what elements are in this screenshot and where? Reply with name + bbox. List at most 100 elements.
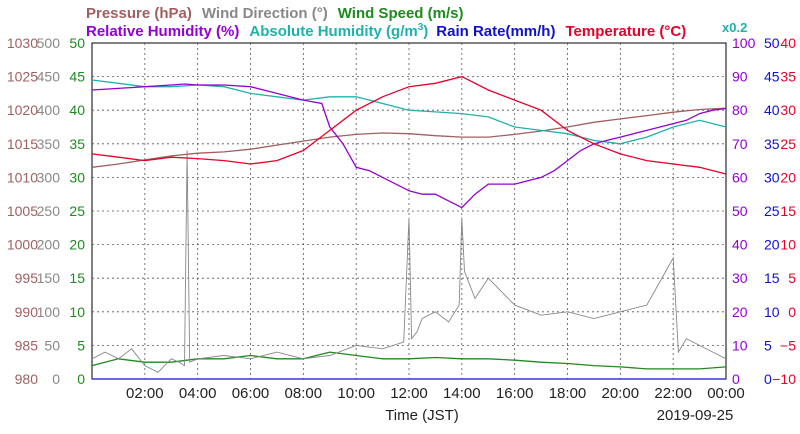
tick-label-temp: 15 (780, 203, 796, 219)
x-tick-label: 20:00 (602, 385, 640, 402)
tick-label-rh: 20 (732, 304, 748, 320)
left-axes: 1030102510201015101010051000995990985980… (7, 35, 85, 387)
right-axes: 1009080706050403020100504540353025201510… (732, 35, 796, 387)
tick-label-rh: 0 (732, 371, 740, 387)
x-tick-label: 02:00 (126, 385, 164, 402)
x-axis: 02:00 04:00 06:00 08:00 10:00 12:00 14:00 16:00… (126, 385, 745, 402)
tick-label-rh: 60 (732, 169, 748, 185)
legend-wind-speed: Wind Speed (m/s) (338, 5, 464, 22)
tick-label-rh: 50 (732, 203, 748, 219)
tick-label-rh: 40 (732, 237, 748, 253)
legend: Pressure (hPa) Wind Direction (°) Wind Spe… (86, 5, 747, 40)
tick-label-wind_dir: 50 (44, 337, 60, 353)
tick-label-wind_speed: 15 (69, 270, 85, 286)
tick-label-pressure: 1000 (7, 237, 38, 253)
tick-label-rain: 10 (764, 304, 780, 320)
tick-label-wind_dir: 500 (37, 35, 61, 51)
tick-label-rain: 15 (764, 270, 780, 286)
tick-label-wind_dir: 300 (37, 169, 61, 185)
tick-label-temp: 5 (788, 270, 796, 286)
legend-pressure: Pressure (hPa) (86, 5, 192, 22)
tick-label-wind_dir: 200 (37, 237, 61, 253)
tick-label-temp: −10 (772, 371, 796, 387)
legend-absolute-humidity-tail: ) (423, 23, 428, 40)
x-tick-label: 06:00 (232, 385, 270, 402)
tick-label-rain: 5 (764, 337, 772, 353)
x-tick-label: 12:00 (390, 385, 428, 402)
tick-label-rain: 0 (764, 371, 772, 387)
x-tick-label: 16:00 (496, 385, 534, 402)
tick-label-wind_dir: 150 (37, 270, 61, 286)
legend-ah-scale: x0.2 (722, 20, 747, 35)
x-tick-label: 04:00 (179, 385, 217, 402)
tick-label-rh: 80 (732, 102, 748, 118)
x-tick-label: 22:00 (654, 385, 692, 402)
series-temp (91, 75, 727, 175)
x-tick-label: 00:00 (707, 385, 745, 402)
tick-label-wind_dir: 350 (37, 136, 61, 152)
tick-label-wind_dir: 100 (37, 304, 61, 320)
legend-relative-humidity: Relative Humidity (%) (86, 23, 239, 40)
tick-label-temp: 40 (780, 35, 796, 51)
tick-label-rain: 25 (764, 203, 780, 219)
legend-temperature: Temperature (°C) (565, 23, 686, 40)
x-tick-label: 18:00 (549, 385, 587, 402)
tick-label-wind_dir: 450 (37, 69, 61, 85)
tick-label-rh: 90 (732, 69, 748, 85)
legend-row-2: Relative Humidity (%) Absolute Humidity (… (86, 22, 686, 40)
tick-label-pressure: 995 (15, 270, 39, 286)
tick-label-wind_dir: 400 (37, 102, 61, 118)
tick-label-wind_speed: 25 (69, 203, 85, 219)
tick-label-pressure: 980 (15, 371, 39, 387)
tick-label-pressure: 1005 (7, 203, 38, 219)
tick-label-wind_speed: 40 (69, 102, 85, 118)
tick-label-temp: 30 (780, 102, 796, 118)
series-pressure (91, 107, 727, 168)
series-wind_dir (91, 150, 727, 373)
tick-label-wind_speed: 0 (77, 371, 85, 387)
tick-label-wind_speed: 20 (69, 237, 85, 253)
tick-label-wind_speed: 50 (69, 35, 85, 51)
tick-label-wind_speed: 5 (77, 337, 85, 353)
tick-label-pressure: 1020 (7, 102, 38, 118)
date-label: 2019-09-25 (657, 407, 734, 424)
tick-label-rh: 70 (732, 136, 748, 152)
tick-label-rain: 50 (764, 35, 780, 51)
grid (92, 43, 726, 379)
tick-label-pressure: 985 (15, 337, 39, 353)
tick-label-pressure: 1015 (7, 136, 38, 152)
tick-label-pressure: 990 (15, 304, 39, 320)
tick-label-rain: 45 (764, 69, 780, 85)
tick-label-pressure: 1010 (7, 169, 38, 185)
tick-label-rain: 40 (764, 102, 780, 118)
tick-label-pressure: 1025 (7, 69, 38, 85)
x-tick-label: 10:00 (337, 385, 375, 402)
tick-label-temp: −5 (780, 337, 796, 353)
tick-label-temp: 35 (780, 69, 796, 85)
tick-label-rh: 10 (732, 337, 748, 353)
tick-label-rh: 100 (732, 35, 756, 51)
tick-label-temp: 0 (788, 304, 796, 320)
tick-label-temp: 10 (780, 237, 796, 253)
legend-wind-direction: Wind Direction (°) (202, 5, 328, 22)
x-tick-label: 08:00 (285, 385, 323, 402)
tick-label-wind_dir: 0 (52, 371, 60, 387)
tick-label-rh: 30 (732, 270, 748, 286)
legend-absolute-humidity-sup: 3 (418, 22, 424, 33)
tick-label-temp: 20 (780, 169, 796, 185)
x-axis-label: Time (JST) (385, 407, 459, 424)
x-tick-label: 14:00 (443, 385, 481, 402)
tick-label-rain: 20 (764, 237, 780, 253)
series-layer (91, 75, 727, 380)
tick-label-wind_dir: 250 (37, 203, 61, 219)
tick-label-rain: 30 (764, 169, 780, 185)
tick-label-temp: 25 (780, 136, 796, 152)
legend-rain-rate: Rain Rate(mm/h) (436, 23, 555, 40)
series-rh (91, 83, 727, 209)
tick-label-wind_speed: 10 (69, 304, 85, 320)
tick-label-pressure: 1030 (7, 35, 38, 51)
tick-label-wind_speed: 35 (69, 136, 85, 152)
legend-absolute-humidity: Absolute Humidity (g/m (249, 23, 417, 40)
tick-label-wind_speed: 45 (69, 69, 85, 85)
